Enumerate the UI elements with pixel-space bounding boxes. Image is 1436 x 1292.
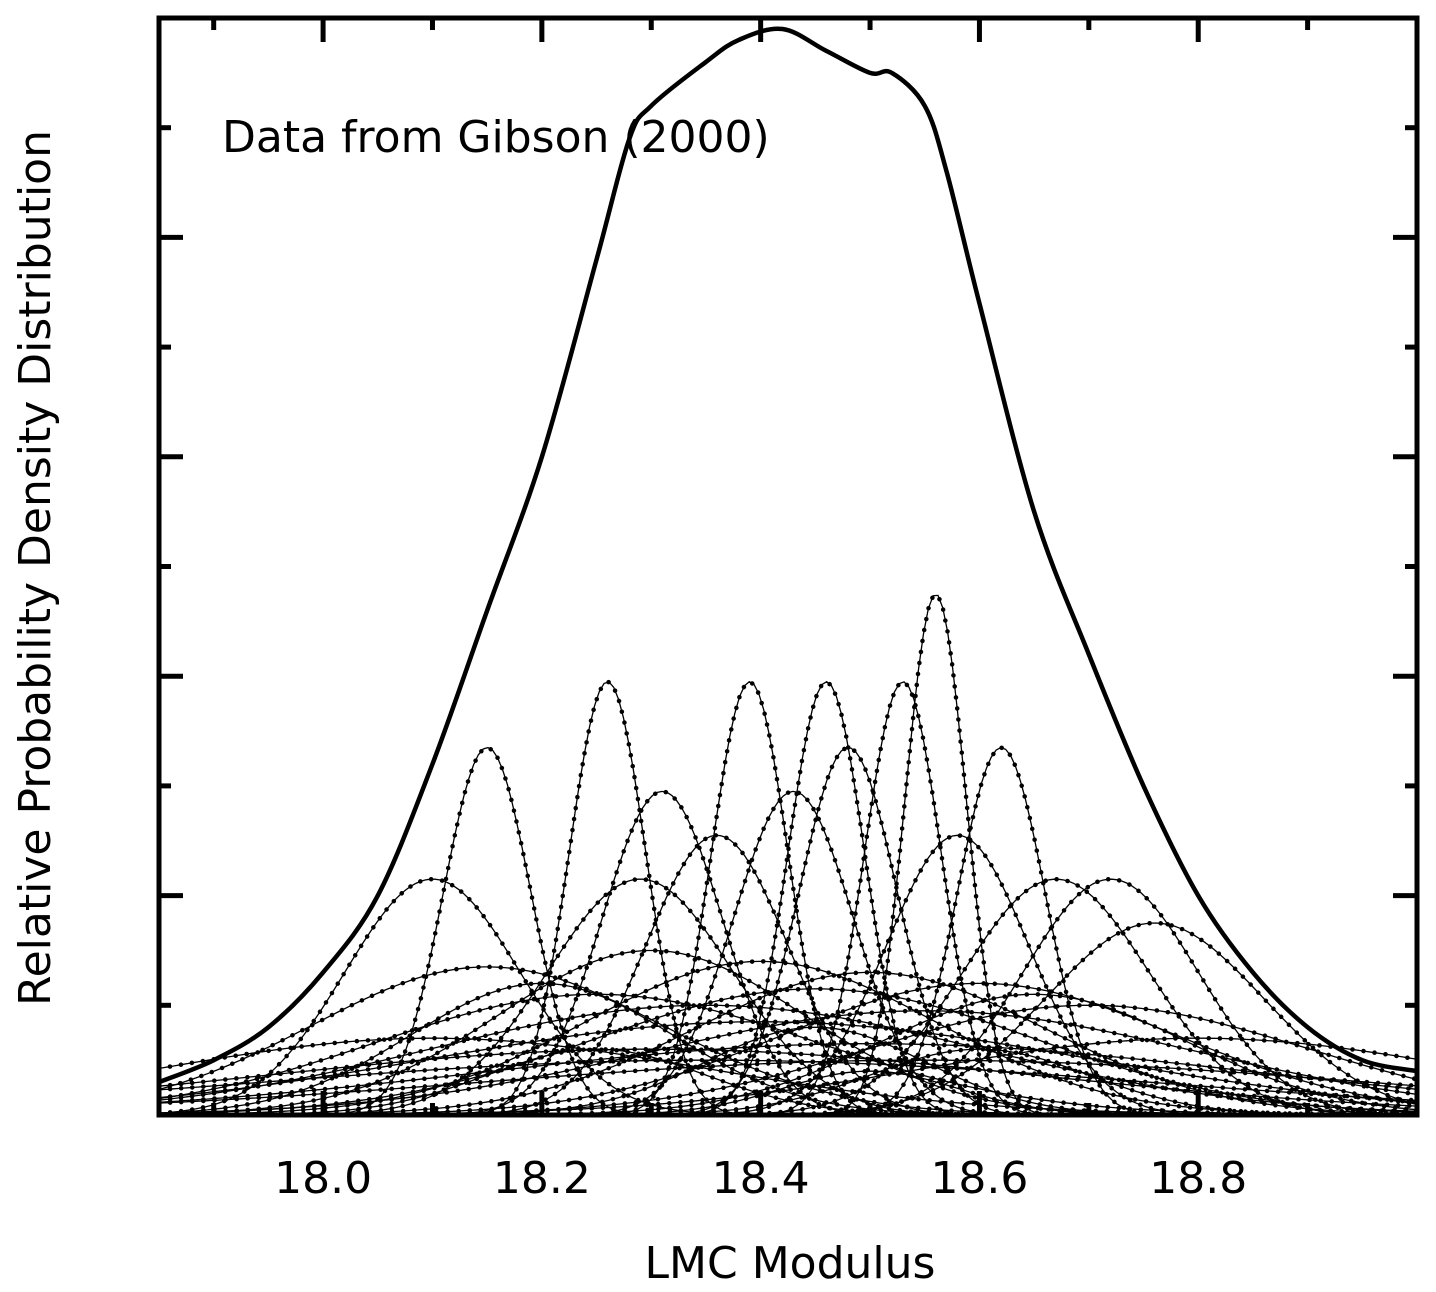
- component-curve-dots-7: [156, 745, 1420, 1118]
- component-curve-4: [159, 680, 1417, 1116]
- x-tick-label: 18.4: [712, 1153, 810, 1204]
- component-curve-dots-24: [156, 986, 1420, 1116]
- x-tick-label: 18.8: [1149, 1153, 1247, 1204]
- x-tick-label: 18.0: [274, 1153, 372, 1204]
- component-curve-8: [159, 747, 1417, 1116]
- component-curve-1: [159, 746, 1417, 1116]
- component-curve-dots-38: [156, 1057, 1420, 1106]
- component-curve-dots-34: [156, 1046, 1420, 1109]
- component-curve-2: [159, 681, 1417, 1116]
- total-distribution-curve: [158, 26, 1418, 1085]
- component-curve-5: [159, 681, 1417, 1116]
- annotation: Data from Gibson (2000): [222, 112, 770, 163]
- x-tick-labels: 18.0 18.2 18.4 18.6 18.8: [274, 1153, 1247, 1204]
- x-tick-label: 18.2: [493, 1153, 591, 1204]
- component-curve-dots-2: [156, 679, 1420, 1118]
- x-axis-label: LMC Modulus: [645, 1238, 936, 1289]
- component-curve-dots-4: [156, 678, 1420, 1118]
- y-axis-label: Relative Probability Density Distributio…: [10, 130, 61, 1006]
- component-curve-3: [159, 680, 1417, 1116]
- component-curve-dots-8: [156, 745, 1420, 1118]
- component-curve-dots-3: [156, 678, 1420, 1118]
- component-curve-dots-40: [156, 1068, 1420, 1118]
- axis-ticks: [159, 18, 1417, 1115]
- total-curve-group: [158, 26, 1418, 1085]
- component-curve-dots-27: [156, 1008, 1420, 1116]
- component-curve-dots-30: [156, 1019, 1420, 1105]
- x-tick-label: 18.6: [930, 1153, 1028, 1204]
- component-curve-dots-5: [156, 679, 1420, 1118]
- component-curves: [156, 593, 1420, 1118]
- component-curve-7: [159, 746, 1417, 1116]
- component-curve-dots-1: [156, 745, 1420, 1118]
- component-curve-dots-39: [156, 1057, 1420, 1103]
- component-curve-dots-33: [156, 1041, 1420, 1105]
